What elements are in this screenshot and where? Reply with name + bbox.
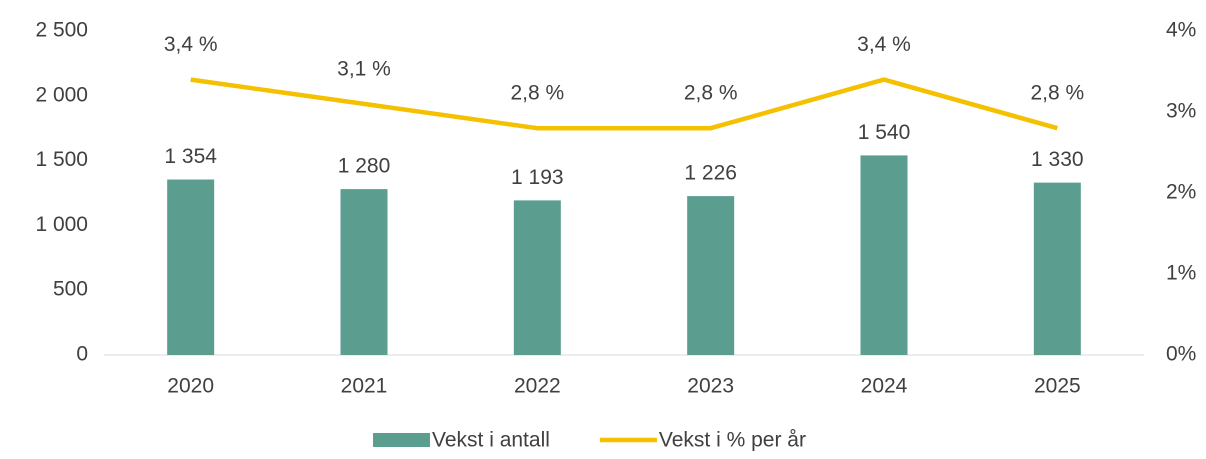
data-label: 1 226 <box>684 162 737 185</box>
bar <box>1033 182 1081 355</box>
data-label: 1 280 <box>338 155 391 178</box>
data-label: 2,8 % <box>684 82 738 105</box>
x-tick-label: 2024 <box>861 375 908 398</box>
line <box>190 77 1058 131</box>
bar <box>860 155 908 355</box>
y2-tick-label: 4% <box>1166 19 1196 42</box>
y2-tick-label: 1% <box>1166 262 1196 285</box>
x-tick-label: 2023 <box>687 375 734 398</box>
y2-tick-label: 0% <box>1166 343 1196 366</box>
y-tick-label: 500 <box>53 278 88 301</box>
x-tick-label: 2025 <box>1034 375 1081 398</box>
bar <box>513 200 561 355</box>
bar <box>340 189 388 355</box>
data-label: 2,8 % <box>510 82 564 105</box>
legend-label: Vekst i antall <box>432 429 550 452</box>
y-tick-label: 1 500 <box>35 148 88 171</box>
data-label: 1 330 <box>1031 148 1084 171</box>
x-tick-label: 2021 <box>341 375 388 398</box>
data-label: 3,4 % <box>164 33 218 56</box>
y2-tick-label: 3% <box>1166 100 1196 123</box>
y2-tick-label: 2% <box>1166 181 1196 204</box>
legend-label: Vekst i % per år <box>659 429 806 452</box>
y-tick-label: 2 000 <box>35 83 88 106</box>
data-label: 3,4 % <box>857 33 911 56</box>
x-tick-label: 2020 <box>167 375 214 398</box>
bar <box>167 179 215 355</box>
y-tick-label: 1 000 <box>35 213 88 236</box>
bar <box>687 196 735 355</box>
data-label: 1 193 <box>511 166 564 189</box>
data-label: 3,1 % <box>337 57 391 80</box>
data-label: 1 354 <box>164 145 217 168</box>
y-tick-label: 0 <box>76 343 88 366</box>
y-tick-label: 2 500 <box>35 19 88 42</box>
x-tick-label: 2022 <box>514 375 561 398</box>
data-label: 1 540 <box>858 121 911 144</box>
legend-swatch <box>373 433 430 447</box>
data-label: 2,8 % <box>1030 82 1084 105</box>
